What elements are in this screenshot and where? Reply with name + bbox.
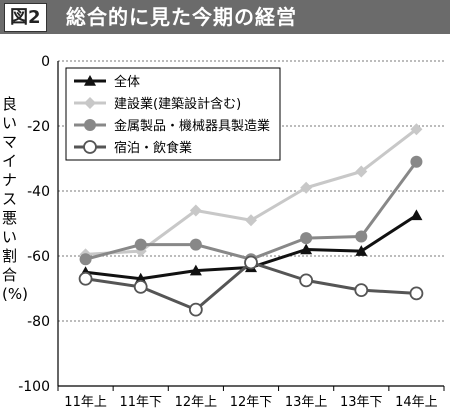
data-point bbox=[409, 286, 424, 301]
legend-entry: 建設業(建築設計含む) bbox=[74, 96, 241, 112]
legend-label: 全体 bbox=[114, 74, 140, 90]
legend-label: 金属製品・機械器具製造業 bbox=[114, 118, 270, 134]
legend-entry: 金属製品・機械器具製造業 bbox=[74, 118, 270, 134]
series-4 bbox=[78, 255, 424, 317]
data-point bbox=[189, 264, 202, 276]
legend-marker bbox=[84, 75, 96, 86]
data-point bbox=[355, 245, 368, 256]
data-point bbox=[79, 253, 92, 266]
axes: 0 -20 -40 -60 -80 -100 11年上 11年下 12年上 12年下 13年上 13年… bbox=[18, 54, 445, 410]
x-tick-label: 12年下 bbox=[230, 395, 273, 410]
data-point bbox=[300, 232, 313, 245]
x-tick-label: 13年上 bbox=[285, 395, 328, 410]
data-point bbox=[355, 165, 368, 178]
chart-title: 総合的に見た今期の経営 bbox=[66, 5, 297, 29]
data-point bbox=[244, 255, 258, 270]
legend-label: 建設業(建築設計含む) bbox=[114, 96, 241, 112]
title-bar: 図2 総合的に見た今期の経営 bbox=[0, 0, 450, 34]
x-tick-label: 11年上 bbox=[64, 395, 107, 410]
data-point bbox=[354, 283, 369, 298]
y-tick-label: -60 bbox=[27, 249, 50, 265]
legend-box bbox=[65, 67, 281, 161]
x-tick-label: 13年下 bbox=[340, 395, 383, 410]
data-point bbox=[300, 181, 313, 194]
y-tick-label: -20 bbox=[27, 119, 50, 135]
y-tick-label: -40 bbox=[27, 184, 50, 200]
data-point bbox=[245, 214, 257, 227]
legend-marker bbox=[83, 140, 97, 154]
legend-marker bbox=[84, 97, 96, 109]
grid bbox=[58, 60, 444, 322]
data-point bbox=[189, 238, 202, 251]
data-point bbox=[300, 243, 313, 255]
data-point bbox=[188, 302, 203, 317]
data-point bbox=[133, 279, 148, 294]
data-point bbox=[410, 123, 423, 136]
legend-entry: 全体 bbox=[74, 74, 140, 90]
data-point bbox=[78, 271, 93, 286]
x-tick-label: 11年下 bbox=[119, 395, 162, 410]
legend-marker bbox=[84, 119, 96, 131]
y-tick-label: -100 bbox=[18, 379, 50, 395]
y-tick-label: -80 bbox=[27, 314, 50, 330]
data-point bbox=[189, 204, 202, 217]
data-point bbox=[134, 238, 147, 251]
data-point bbox=[355, 230, 368, 243]
series-3 bbox=[79, 155, 423, 266]
legend-label: 宿泊・飲食業 bbox=[114, 140, 192, 156]
y-tick-label: 0 bbox=[41, 54, 50, 70]
x-tick-label: 12年上 bbox=[175, 395, 218, 410]
data-point bbox=[299, 273, 314, 288]
data-point bbox=[410, 155, 423, 168]
figure-number-badge: 図2 bbox=[4, 3, 47, 32]
data-point bbox=[410, 209, 423, 221]
y-axis-label: 良いマイナス悪い割合(%) bbox=[2, 95, 28, 303]
x-tick-label: 14年上 bbox=[395, 395, 438, 410]
series-group bbox=[78, 123, 424, 317]
legend-entry: 宿泊・飲食業 bbox=[74, 140, 192, 156]
